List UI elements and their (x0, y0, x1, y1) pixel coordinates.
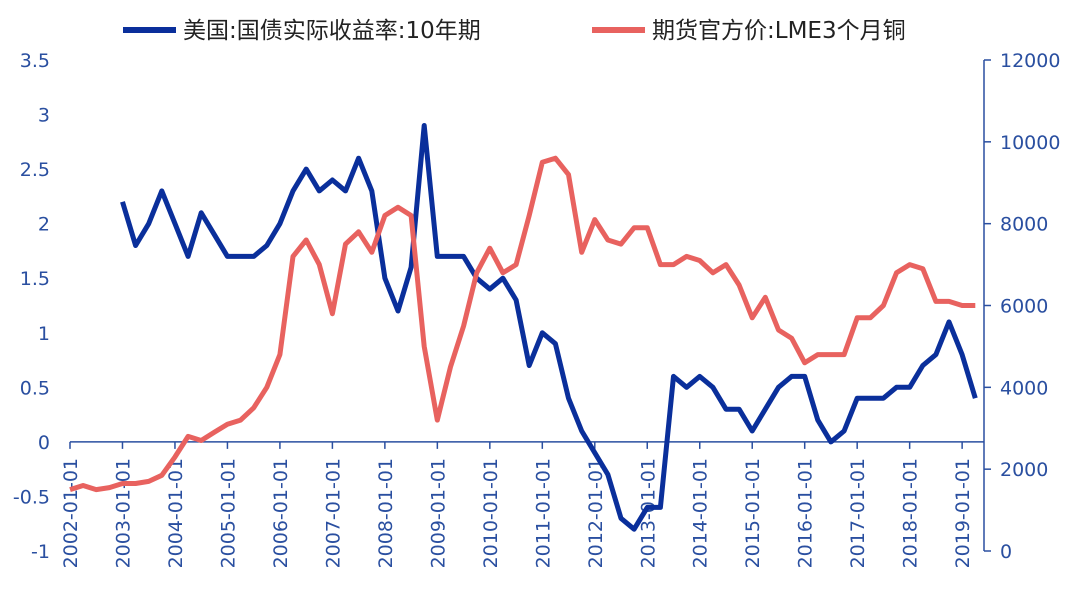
x-tick-label: 2006-01-01 (270, 458, 292, 568)
x-tick-label: 2003-01-01 (112, 458, 134, 568)
x-tick-label: 2013-01-01 (637, 458, 659, 568)
x-tick-label: 2014-01-01 (690, 458, 712, 568)
x-tick-label: 2002-01-01 (60, 458, 82, 568)
legend-label: 美国:国债实际收益率:10年期 (183, 18, 481, 44)
y2-tick-label: 4000 (1000, 377, 1048, 399)
y-tick-label: 0 (38, 432, 50, 454)
x-tick-label: 2019-01-01 (952, 458, 974, 568)
y-tick-label: -0.5 (13, 486, 50, 508)
x-tick-label: 2011-01-01 (532, 458, 554, 568)
x-tick-label: 2015-01-01 (742, 458, 764, 568)
y-tick-label: 0.5 (20, 377, 50, 399)
data-line (120, 123, 978, 532)
x-tick-label: 2010-01-01 (480, 458, 502, 568)
x-tick-label: 2007-01-01 (322, 458, 344, 568)
y2-tick-label: 6000 (1000, 296, 1048, 318)
y2-tick-label: 12000 (1000, 50, 1060, 72)
y2-tick-label: 2000 (1000, 459, 1048, 481)
y2-tick-label: 8000 (1000, 214, 1048, 236)
y-tick-label: 1 (38, 323, 50, 345)
x-tick-label: 2004-01-01 (165, 458, 187, 568)
x-tick-label: 2009-01-01 (427, 458, 449, 568)
x-tick-label: 2008-01-01 (375, 458, 397, 568)
x-tick-label: 2017-01-01 (847, 458, 869, 568)
y-tick-label: 3 (38, 105, 50, 127)
y2-tick-label: 10000 (1000, 132, 1060, 154)
y-tick-label: 1.5 (20, 268, 50, 290)
x-tick-label: 2012-01-01 (585, 458, 607, 568)
y-tick-label: -1 (31, 541, 50, 563)
y-tick-label: 2.5 (20, 159, 50, 181)
legend-label: 期货官方价:LME3个月铜 (652, 18, 906, 44)
y-tick-label: 2 (38, 214, 50, 236)
x-tick-label: 2018-01-01 (900, 458, 922, 568)
x-tick-label: 2005-01-01 (217, 458, 239, 568)
x-tick-label: 2016-01-01 (795, 458, 817, 568)
y2-tick-label: 0 (1000, 541, 1012, 563)
data-line (69, 155, 976, 493)
y-tick-label: 3.5 (20, 50, 50, 72)
